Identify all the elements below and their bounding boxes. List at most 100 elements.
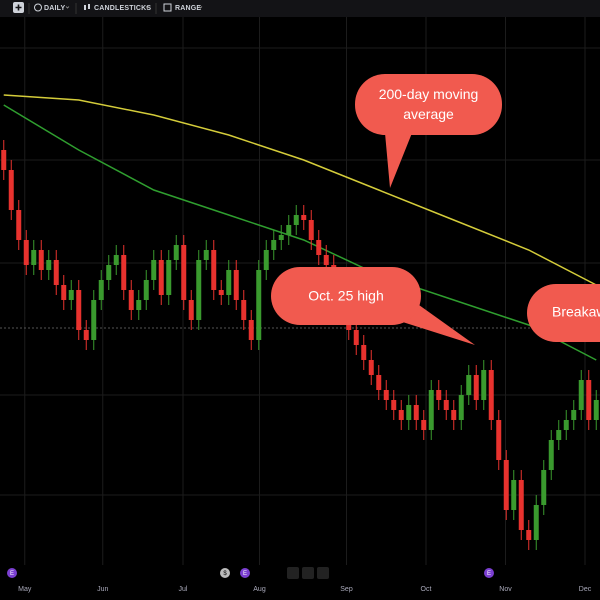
svg-text:CANDLESTICKS: CANDLESTICKS — [94, 5, 151, 12]
h-grid — [0, 47, 600, 496]
moving-averages — [3, 94, 597, 361]
candle-body — [436, 390, 442, 400]
candle-body — [61, 285, 67, 300]
annotation-bubble: Oct. 25 high — [271, 267, 475, 345]
candle-body — [481, 370, 487, 400]
candle-body — [563, 420, 569, 430]
candle-body — [113, 255, 119, 265]
candle-body — [241, 300, 247, 320]
candle-body — [91, 300, 97, 340]
candle-body — [586, 380, 592, 420]
candle-body — [211, 250, 217, 290]
candle-body — [578, 380, 584, 410]
add-button[interactable] — [13, 2, 24, 13]
svg-text:RANGE: RANGE — [175, 5, 201, 12]
candle-body — [46, 260, 52, 270]
candle-body — [293, 215, 299, 225]
annotation-text: Breakaway — [552, 304, 600, 320]
candle-body — [593, 400, 599, 420]
toolbar — [0, 0, 600, 17]
x-tick-label: May — [18, 586, 32, 593]
candle-body — [173, 245, 179, 260]
candle-body — [323, 255, 329, 265]
candle-body — [38, 250, 44, 270]
x-tick-label: Oct — [421, 586, 432, 593]
style-button[interactable]: CANDLESTICKS — [84, 4, 151, 12]
candle-body — [233, 270, 239, 300]
candle-body — [361, 345, 367, 360]
x-tick-label: Jun — [97, 586, 108, 593]
candle-body — [421, 420, 427, 430]
candle-body — [158, 260, 164, 295]
candle-body — [511, 480, 517, 510]
annotation-text: 200-day moving average — [378, 86, 479, 122]
candle-body — [1, 150, 7, 170]
annotation-bubble: Breakaway — [527, 284, 600, 342]
candle-body — [181, 245, 187, 300]
x-tick-label: Nov — [499, 586, 512, 593]
candle-body — [136, 300, 142, 310]
candle-body — [301, 215, 307, 220]
x-tick-label: Aug — [253, 586, 266, 593]
candle-body — [143, 280, 149, 300]
event-marker: E — [240, 568, 250, 578]
candle-body — [526, 530, 532, 540]
candle-body — [451, 410, 457, 420]
candle-body — [368, 360, 374, 375]
candles — [1, 140, 599, 550]
moving-average-line — [3, 94, 597, 286]
candle-body — [443, 400, 449, 410]
candle-body — [391, 400, 397, 410]
candle-body — [406, 405, 412, 420]
interval-button[interactable]: DAILY — [34, 3, 70, 12]
candle-body — [316, 240, 322, 255]
candle-body — [271, 240, 277, 250]
candle-body — [203, 250, 209, 260]
candle-body — [166, 260, 172, 295]
candle-body — [466, 375, 472, 395]
candle-body — [413, 405, 419, 420]
candle-body — [188, 300, 194, 320]
candle-body — [226, 270, 232, 295]
svg-text:DAILY: DAILY — [44, 5, 65, 12]
annotation-bubble: 200-day moving average — [355, 74, 502, 188]
event-marker: $ — [220, 568, 230, 578]
candle-body — [548, 440, 554, 470]
candle-body — [278, 235, 284, 240]
candle-body — [503, 460, 509, 510]
candle-body — [83, 330, 89, 340]
candle-body — [151, 260, 157, 280]
candle-body — [128, 290, 134, 310]
svg-text:E: E — [243, 571, 247, 577]
x-tick-label: Dec — [579, 586, 592, 593]
candle-body — [541, 470, 547, 505]
candle-body — [308, 220, 314, 240]
candle-body — [383, 390, 389, 400]
svg-text:$: $ — [223, 571, 227, 577]
candle-body — [398, 410, 404, 420]
candle-body — [286, 225, 292, 235]
x-tick-label: Sep — [340, 586, 353, 593]
candle-body — [353, 330, 359, 345]
candle-body — [263, 250, 269, 270]
moving-average-line — [3, 104, 597, 361]
candle-body — [76, 290, 82, 330]
candle-body — [458, 395, 464, 420]
x-axis: May Jun Jul Aug Sep Oct Nov Dec — [18, 586, 592, 593]
candle-body — [8, 170, 14, 210]
range-button[interactable]: RANGE — [163, 3, 203, 12]
candle-body — [23, 240, 29, 265]
zoom-controls[interactable] — [287, 567, 329, 579]
candle-body — [106, 265, 112, 280]
event-marker: E — [7, 568, 17, 578]
candle-body — [571, 410, 577, 420]
candle-body — [256, 270, 262, 340]
svg-text:E: E — [10, 571, 14, 577]
candle-body — [533, 505, 539, 540]
event-marker: E — [484, 568, 494, 578]
candle-body — [496, 420, 502, 460]
candle-body — [518, 480, 524, 530]
candle-body — [68, 290, 74, 300]
